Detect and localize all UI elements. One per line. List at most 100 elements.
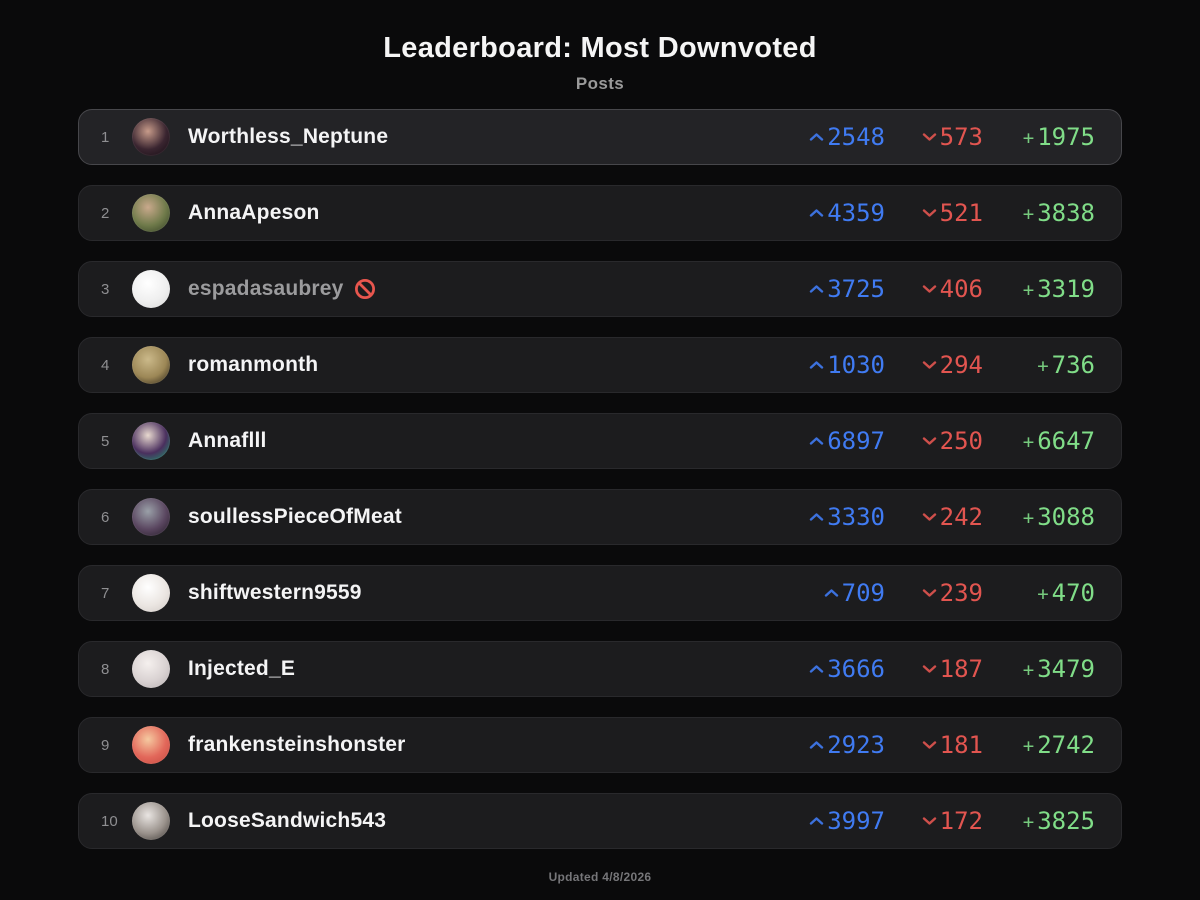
avatar <box>132 498 170 536</box>
leaderboard-row[interactable]: 4 romanmonth 1030 <box>78 337 1122 393</box>
chevron-up-icon <box>809 132 824 142</box>
upvotes-value: 3725 <box>827 275 885 303</box>
plus-icon: + <box>1022 278 1035 301</box>
downvotes-value: 573 <box>939 123 983 151</box>
upvotes-value: 709 <box>841 579 885 607</box>
chevron-up-icon <box>809 740 824 750</box>
upvotes-value: 2548 <box>827 123 885 151</box>
downvotes-stat: 573 <box>897 125 983 149</box>
net-stat: + 470 <box>995 581 1095 605</box>
downvotes-stat: 181 <box>897 733 983 757</box>
vote-stats: 709 239 + 470 <box>789 581 1095 605</box>
chevron-down-icon <box>922 284 937 294</box>
downvotes-stat: 294 <box>897 353 983 377</box>
downvotes-value: 172 <box>939 807 983 835</box>
leaderboard-row[interactable]: 2 AnnaApeson 4359 <box>78 185 1122 241</box>
rank-label: 9 <box>101 736 110 754</box>
username: frankensteinshonster <box>188 733 406 756</box>
rank-label: 7 <box>101 584 110 602</box>
chevron-up-icon <box>809 360 824 370</box>
chevron-down-icon <box>922 512 937 522</box>
username: espadasaubrey <box>188 277 344 300</box>
plus-icon: + <box>1022 810 1035 833</box>
chevron-down-icon <box>922 816 937 826</box>
rank-label: 1 <box>101 128 110 146</box>
upvotes-value: 6897 <box>827 427 885 455</box>
net-value: 3838 <box>1037 199 1095 227</box>
upvotes-value: 3666 <box>827 655 885 683</box>
net-stat: + 2742 <box>995 733 1095 757</box>
leaderboard-row[interactable]: 10 LooseSandwich543 3997 <box>78 793 1122 849</box>
page-title: Leaderboard: Most Downvoted <box>383 32 817 64</box>
chevron-up-icon <box>809 512 824 522</box>
upvotes-stat: 3725 <box>789 277 885 301</box>
plus-icon: + <box>1037 582 1049 605</box>
banned-icon <box>354 278 376 300</box>
rank-label: 5 <box>101 432 110 450</box>
username: soullessPieceOfMeat <box>188 505 402 528</box>
upvotes-value: 3997 <box>827 807 885 835</box>
avatar <box>132 194 170 232</box>
net-stat: + 3838 <box>995 201 1095 225</box>
downvotes-value: 250 <box>939 427 983 455</box>
leaderboard-row[interactable]: 9 frankensteinshonster 2923 <box>78 717 1122 773</box>
vote-stats: 6897 250 + 6647 <box>789 429 1095 453</box>
vote-stats: 2923 181 + 2742 <box>789 733 1095 757</box>
vote-stats: 3666 187 + 3479 <box>789 657 1095 681</box>
upvotes-stat: 2923 <box>789 733 885 757</box>
vote-stats: 3997 172 + 3825 <box>789 809 1095 833</box>
net-value: 3319 <box>1037 275 1095 303</box>
chevron-down-icon <box>922 208 937 218</box>
downvotes-value: 187 <box>939 655 983 683</box>
vote-stats: 1030 294 + 736 <box>789 353 1095 377</box>
rank-label: 3 <box>101 280 110 298</box>
leaderboard-row[interactable]: 3 espadasaubrey 3725 <box>78 261 1122 317</box>
net-stat: + 3825 <box>995 809 1095 833</box>
net-value: 3825 <box>1037 807 1095 835</box>
leaderboard-row[interactable]: 1 Worthless_Neptune 2548 <box>78 109 1122 165</box>
chevron-down-icon <box>922 664 937 674</box>
username: AnnaApeson <box>188 201 320 224</box>
chevron-up-icon <box>809 284 824 294</box>
avatar <box>132 422 170 460</box>
net-value: 3479 <box>1037 655 1095 683</box>
updated-timestamp: Updated 4/8/2026 <box>548 870 652 884</box>
username: Injected_E <box>188 657 296 680</box>
chevron-up-icon <box>809 664 824 674</box>
leaderboard-row[interactable]: 6 soullessPieceOfMeat 3330 <box>78 489 1122 545</box>
downvotes-stat: 187 <box>897 657 983 681</box>
avatar <box>132 346 170 384</box>
downvotes-value: 521 <box>939 199 983 227</box>
leaderboard-row[interactable]: 7 shiftwestern9559 709 <box>78 565 1122 621</box>
chevron-down-icon <box>922 360 937 370</box>
leaderboard-row[interactable]: 8 Injected_E 3666 <box>78 641 1122 697</box>
upvotes-value: 1030 <box>827 351 885 379</box>
net-value: 470 <box>1051 579 1095 607</box>
upvotes-stat: 3997 <box>789 809 885 833</box>
avatar <box>132 574 170 612</box>
avatar <box>132 650 170 688</box>
vote-stats: 4359 521 + 3838 <box>789 201 1095 225</box>
plus-icon: + <box>1022 126 1035 149</box>
vote-stats: 3330 242 + 3088 <box>789 505 1095 529</box>
rank-label: 8 <box>101 660 110 678</box>
plus-icon: + <box>1022 506 1035 529</box>
username: LooseSandwich543 <box>188 809 387 832</box>
net-value: 3088 <box>1037 503 1095 531</box>
net-value: 6647 <box>1037 427 1095 455</box>
rank-label: 10 <box>101 812 118 830</box>
rank-label: 4 <box>101 356 110 374</box>
vote-stats: 2548 573 + 1975 <box>789 125 1095 149</box>
upvotes-stat: 6897 <box>789 429 885 453</box>
upvotes-stat: 709 <box>789 581 885 605</box>
leaderboard-row[interactable]: 5 Annaflll 6897 <box>78 413 1122 469</box>
net-stat: + 3319 <box>995 277 1095 301</box>
downvotes-stat: 172 <box>897 809 983 833</box>
leaderboard-list: 1 Worthless_Neptune 2548 <box>78 109 1122 869</box>
net-stat: + 3088 <box>995 505 1095 529</box>
downvotes-value: 406 <box>939 275 983 303</box>
upvotes-stat: 2548 <box>789 125 885 149</box>
upvotes-value: 4359 <box>827 199 885 227</box>
downvotes-value: 242 <box>939 503 983 531</box>
